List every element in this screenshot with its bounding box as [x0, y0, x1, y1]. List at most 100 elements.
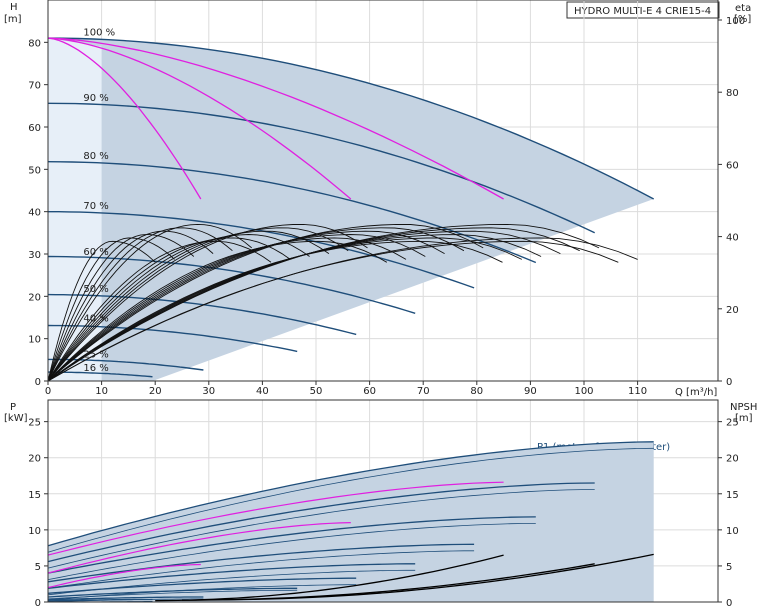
power-eta-curve-0	[47, 481, 504, 556]
eta-curve-2	[47, 37, 504, 200]
head-x-tick-label: 30	[202, 386, 215, 397]
npsh-y-tick-label: 10	[726, 526, 739, 537]
speed-label-6: 40 %	[83, 314, 108, 325]
head-y-label: H	[10, 2, 18, 13]
power-curve-6-0	[47, 587, 298, 598]
head-curve-7	[48, 358, 204, 371]
eta-y-tick-label: 0	[726, 377, 732, 388]
npsh-y-tick-label: 25	[726, 418, 739, 429]
title-box	[566, 1, 720, 19]
head-curve-5	[47, 293, 357, 336]
eta-y-tick-label: 60	[726, 160, 739, 171]
system-curve-4	[47, 227, 233, 382]
system-curve-23	[47, 223, 600, 382]
speed-label-1: 90 %	[83, 93, 108, 104]
power-y-tick-label: 25	[28, 418, 41, 429]
power-curve-5-0	[47, 577, 357, 594]
system-curve-2	[47, 234, 195, 382]
system-curve-8	[47, 234, 310, 382]
power-curve-1-1	[47, 489, 595, 569]
head-envelope	[48, 38, 654, 381]
head-y-tick-label: 20	[28, 292, 41, 303]
head-y-tick-label: 60	[28, 123, 41, 134]
system-curve-3	[47, 230, 214, 382]
npsh-y-label: NPSH	[730, 402, 757, 413]
eta-curve-1	[47, 37, 352, 200]
head-frame	[47, 0, 719, 382]
system-curve-11	[47, 223, 368, 382]
head-y-tick-label: 80	[28, 38, 41, 49]
power-curve-6-1	[47, 589, 298, 600]
power-curve-0-1	[47, 447, 654, 553]
head-y-tick-label: 0	[35, 377, 41, 388]
eta-y-tick-label: 20	[726, 305, 739, 316]
head-y-tick-label: 70	[28, 81, 41, 92]
speed-label-8: 16 %	[83, 363, 108, 374]
head-x-tick-label: 0	[45, 386, 51, 397]
power-curve-2-1	[47, 523, 536, 580]
head-y-tick-label: 10	[28, 335, 41, 346]
power-eta-curve-2	[47, 563, 201, 589]
speed-label-5: 50 %	[83, 284, 108, 295]
head-x-tick-label: 70	[417, 386, 430, 397]
eta-y-tick-label: 80	[726, 88, 739, 99]
head-curve-4	[47, 255, 416, 314]
system-curve-1	[47, 237, 175, 382]
head-y-tick-label: 30	[28, 250, 41, 261]
system-curve-16	[47, 227, 465, 382]
npsh-y-tick-label: 15	[726, 490, 739, 501]
npsh-curve-2	[155, 554, 504, 602]
power-y-unit: [kW]	[4, 413, 28, 424]
npsh-y-tick-label: 0	[726, 598, 732, 609]
eta-y-unit: [%]	[734, 14, 751, 25]
system-curve-0	[47, 240, 156, 382]
power-y-tick-label: 0	[35, 598, 41, 609]
head-x-tick-label: 100	[574, 386, 593, 397]
power-curve-1-0	[47, 482, 595, 563]
system-curve-14	[47, 234, 426, 382]
head-x-tick-label: 10	[95, 386, 108, 397]
power-curve-8-0	[48, 598, 153, 602]
power-y-tick-label: 5	[35, 562, 41, 573]
eta-curve-0	[47, 37, 202, 200]
system-curve-25	[47, 237, 638, 382]
power-y-tick-label: 10	[28, 526, 41, 537]
power-y-label: P	[10, 402, 16, 413]
system-curve-17	[47, 223, 484, 382]
power-curve-4-0	[47, 563, 416, 589]
head-x-tick-label: 40	[256, 386, 269, 397]
system-curve-7	[47, 237, 291, 382]
power-curve-0-0	[47, 441, 654, 547]
head-x-tick-label: 50	[310, 386, 323, 397]
speed-label-4: 60 %	[83, 247, 108, 258]
flow-x-label: Q [m³/h]	[675, 387, 717, 398]
power-frame	[47, 399, 719, 603]
head-y-unit: [m]	[4, 14, 22, 25]
power-eta-curve-1	[47, 522, 351, 574]
system-curve-13	[47, 237, 407, 382]
speed-label-2: 80 %	[83, 151, 108, 162]
eta-y-label: eta	[735, 3, 751, 14]
system-curve-5	[47, 223, 252, 382]
head-y-tick-label: 40	[28, 208, 41, 219]
npsh-y-unit: [m]	[735, 413, 753, 424]
power-curve-3-1	[47, 550, 475, 589]
head-x-tick-label: 80	[470, 386, 483, 397]
eta-y-tick-label: 40	[726, 233, 739, 244]
head-curve-8	[48, 371, 153, 378]
head-y-tick-label: 50	[28, 165, 41, 176]
power-y-tick-label: 20	[28, 454, 41, 465]
head-x-tick-label: 90	[524, 386, 537, 397]
head-x-tick-label: 110	[628, 386, 647, 397]
head-curve-1	[47, 102, 595, 234]
head-curve-0	[47, 37, 655, 200]
eta-y-tick-label: 100	[726, 16, 745, 27]
npsh-curve-1	[182, 563, 595, 601]
speed-label-7: 25 %	[83, 349, 108, 360]
power-curve-2-0	[47, 516, 536, 574]
power-curve-3-0	[47, 543, 475, 583]
chart-title: HYDRO MULTI-E 4 CRIE15-4	[574, 6, 711, 17]
speed-label-3: 70 %	[83, 201, 108, 212]
system-curve-6	[47, 240, 272, 382]
